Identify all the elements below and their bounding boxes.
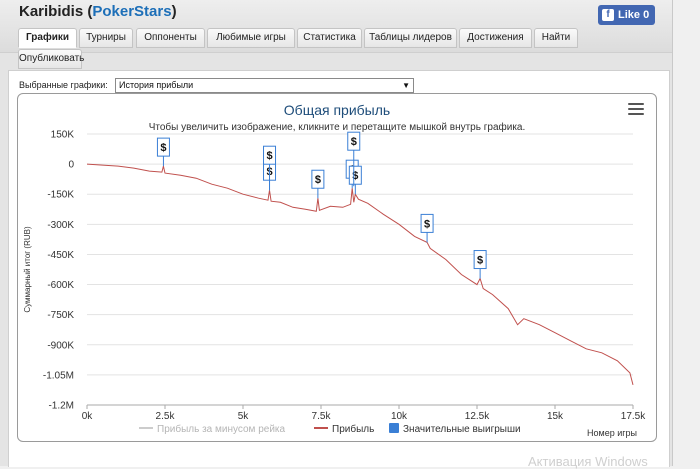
big-win-marker: $ <box>311 169 325 199</box>
series-line-profit <box>86 163 634 386</box>
big-win-flag-box <box>311 169 325 189</box>
tab-4[interactable]: Статистика <box>297 28 362 48</box>
y-tick-label: -900K <box>47 340 74 351</box>
tab-7[interactable]: Найти <box>534 28 578 48</box>
tab-3[interactable]: Любимые игры <box>207 28 295 48</box>
big-win-flag-box <box>156 137 170 157</box>
player-name: Karibidis <box>19 3 84 20</box>
x-tick-label: 15k <box>547 411 564 422</box>
y-tick-label: -300K <box>47 220 74 231</box>
x-tick-label: 12.5k <box>465 411 490 422</box>
big-win-flag-label: $ <box>477 255 483 267</box>
legend-swatch <box>389 423 399 433</box>
x-tick-label: 5k <box>238 411 250 422</box>
x-axis-title: Номер игры <box>587 428 637 438</box>
chart-menu-icon[interactable] <box>628 103 644 117</box>
x-tick-label: 7.5k <box>312 411 332 422</box>
y-tick-label: 0 <box>68 160 74 171</box>
x-tick-label: 2.5k <box>156 411 176 422</box>
y-tick-label: -1.2M <box>48 401 74 412</box>
chart-title: Общая прибыль <box>284 102 390 118</box>
app-window: Karibidis (PokerStars) f Like 0 Графики Т… <box>0 0 673 467</box>
big-win-marker: $ <box>263 145 277 191</box>
tab-0[interactable]: Графики <box>18 28 77 48</box>
big-win-flag-label: $ <box>315 174 321 186</box>
big-win-flag-box <box>347 131 361 151</box>
y-tick-label: -600K <box>47 280 74 291</box>
profit-chart[interactable]: Общая прибыль Чтобы увеличить изображение… <box>18 94 656 441</box>
tab-5[interactable]: Таблицы лидеров <box>364 28 457 48</box>
legend-item: Прибыль за минусом рейка <box>139 423 286 435</box>
big-win-marker: $ <box>348 165 362 195</box>
chart-container: Общая прибыль Чтобы увеличить изображение… <box>17 93 657 442</box>
y-tick-label: 150K <box>51 130 75 141</box>
y-tick-label: -1.05M <box>43 370 74 381</box>
like-label: Like 0 <box>618 9 650 21</box>
legend-label: Прибыль за минусом рейка <box>157 423 286 435</box>
graph-selector-label: Выбранные графики: <box>19 80 108 90</box>
y-tick-label: -150K <box>47 190 74 201</box>
graph-selector-value: История прибыли <box>119 80 194 90</box>
tab-8[interactable]: Опубликовать <box>18 49 84 69</box>
big-win-flag-label: $ <box>266 150 272 162</box>
x-tick-label: 0k <box>82 411 94 422</box>
windows-activation-watermark: Активация Windows <box>528 454 648 469</box>
facebook-thumb-icon: f <box>602 9 614 21</box>
big-win-marker: $ <box>473 250 487 279</box>
big-win-flag-box <box>263 145 277 165</box>
big-win-flag-box <box>473 250 487 270</box>
big-win-flag-label: $ <box>352 170 358 182</box>
header-bar: Karibidis (PokerStars) f Like 0 Графики Т… <box>0 0 672 69</box>
big-win-flag-box <box>420 213 434 233</box>
big-win-marker: $ <box>420 213 434 243</box>
tab-1[interactable]: Турниры <box>79 28 133 48</box>
big-win-flag-label: $ <box>424 218 430 230</box>
legend-label: Прибыль <box>332 423 374 435</box>
tab-6[interactable]: Достижения <box>459 28 532 48</box>
chart-subtitle: Чтобы увеличить изображение, кликните и … <box>149 121 526 133</box>
x-tick-label: 17.5k <box>621 411 646 422</box>
player-title: Karibidis (PokerStars) <box>19 3 177 20</box>
legend-item: Значительные выигрыши <box>389 423 521 435</box>
x-tick-label: 10k <box>391 411 408 422</box>
big-win-flag-box <box>348 165 362 185</box>
graph-selector-dropdown[interactable]: История прибыли ▼ <box>115 78 414 93</box>
dropdown-arrow-icon: ▼ <box>402 81 410 90</box>
site-link[interactable]: PokerStars <box>92 3 172 20</box>
y-axis-title: Суммарный итог (RUB) <box>23 226 32 313</box>
big-win-flag-label: $ <box>351 136 357 148</box>
legend-item: Прибыль <box>314 423 374 435</box>
big-win-flag-label: $ <box>160 142 166 154</box>
big-win-marker: $ <box>156 137 170 167</box>
y-tick-label: -450K <box>47 250 74 261</box>
legend-label: Значительные выигрыши <box>403 424 521 435</box>
big-win-marker: $ <box>347 131 361 187</box>
y-tick-label: -750K <box>47 310 74 321</box>
facebook-like-button[interactable]: f Like 0 <box>598 5 656 25</box>
tab-2[interactable]: Оппоненты <box>136 28 205 48</box>
